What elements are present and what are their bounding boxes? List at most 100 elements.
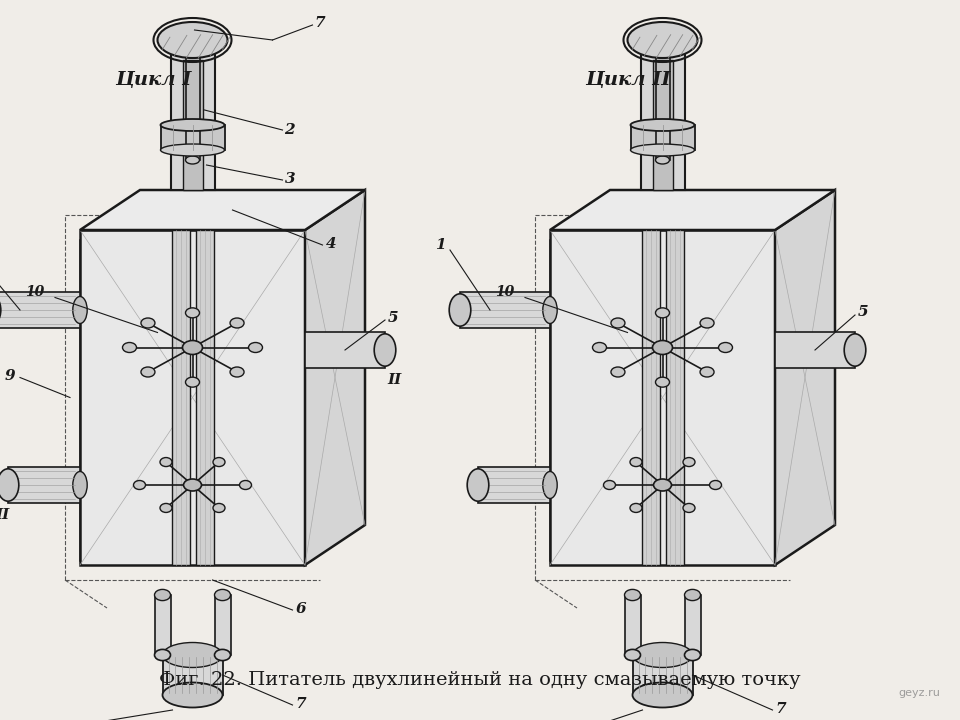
Ellipse shape	[183, 479, 202, 491]
Polygon shape	[8, 467, 80, 503]
Ellipse shape	[155, 590, 171, 600]
Polygon shape	[478, 467, 550, 503]
Ellipse shape	[684, 590, 701, 600]
Ellipse shape	[683, 503, 695, 513]
Ellipse shape	[625, 590, 640, 600]
Text: Цикл II: Цикл II	[585, 71, 670, 89]
Ellipse shape	[542, 297, 557, 323]
Polygon shape	[641, 230, 660, 565]
Polygon shape	[160, 125, 225, 150]
Ellipse shape	[625, 649, 640, 661]
Polygon shape	[684, 595, 701, 655]
Polygon shape	[80, 230, 305, 565]
Text: 9: 9	[5, 369, 15, 382]
Ellipse shape	[160, 119, 225, 131]
Text: 7: 7	[776, 702, 786, 716]
Ellipse shape	[214, 590, 230, 600]
Ellipse shape	[628, 22, 698, 58]
Ellipse shape	[449, 294, 470, 326]
Ellipse shape	[683, 457, 695, 467]
Ellipse shape	[160, 503, 172, 513]
Ellipse shape	[630, 503, 642, 513]
Polygon shape	[653, 60, 673, 190]
Text: 6: 6	[296, 602, 306, 616]
Ellipse shape	[700, 367, 714, 377]
Ellipse shape	[611, 318, 625, 328]
Text: 7: 7	[296, 697, 306, 711]
Ellipse shape	[157, 22, 228, 58]
Ellipse shape	[230, 367, 244, 377]
Text: 4: 4	[325, 237, 336, 251]
Text: Цикл I: Цикл I	[115, 71, 191, 89]
Ellipse shape	[653, 341, 673, 354]
Polygon shape	[640, 40, 684, 190]
Polygon shape	[775, 190, 835, 565]
Ellipse shape	[684, 649, 701, 661]
Polygon shape	[460, 292, 550, 328]
Ellipse shape	[160, 144, 225, 156]
Ellipse shape	[213, 503, 225, 513]
Polygon shape	[171, 40, 214, 190]
Polygon shape	[550, 190, 835, 230]
Polygon shape	[172, 230, 189, 565]
Ellipse shape	[73, 297, 87, 323]
Ellipse shape	[141, 367, 155, 377]
Ellipse shape	[155, 649, 171, 661]
Ellipse shape	[374, 334, 396, 366]
Polygon shape	[214, 595, 230, 655]
Polygon shape	[633, 655, 692, 695]
Ellipse shape	[656, 377, 669, 387]
Ellipse shape	[73, 472, 87, 498]
Ellipse shape	[239, 480, 252, 490]
Polygon shape	[196, 230, 213, 565]
Polygon shape	[631, 125, 694, 150]
Ellipse shape	[249, 343, 262, 353]
Text: 5: 5	[388, 311, 398, 325]
Polygon shape	[550, 240, 780, 560]
Text: 3: 3	[284, 172, 295, 186]
Ellipse shape	[185, 308, 200, 318]
Ellipse shape	[230, 318, 244, 328]
Text: Фиг. 22. Питатель двухлинейный на одну смазываемую точку: Фиг. 22. Питатель двухлинейный на одну с…	[159, 671, 801, 689]
Ellipse shape	[631, 119, 694, 131]
Ellipse shape	[709, 480, 722, 490]
Polygon shape	[0, 292, 80, 328]
Ellipse shape	[185, 156, 200, 164]
Ellipse shape	[542, 472, 557, 498]
Polygon shape	[80, 190, 365, 230]
Ellipse shape	[700, 318, 714, 328]
Text: 1: 1	[435, 238, 445, 252]
Ellipse shape	[604, 480, 615, 490]
Ellipse shape	[592, 343, 607, 353]
Text: 10: 10	[25, 286, 44, 300]
Ellipse shape	[0, 469, 19, 501]
Ellipse shape	[631, 144, 694, 156]
Polygon shape	[665, 230, 684, 565]
Polygon shape	[550, 230, 775, 565]
Ellipse shape	[656, 156, 669, 164]
Ellipse shape	[162, 642, 223, 667]
Text: geyz.ru: geyz.ru	[899, 688, 940, 698]
Polygon shape	[182, 60, 203, 190]
Ellipse shape	[185, 377, 200, 387]
Ellipse shape	[611, 367, 625, 377]
Polygon shape	[162, 655, 223, 695]
Ellipse shape	[133, 480, 146, 490]
Ellipse shape	[182, 341, 203, 354]
Ellipse shape	[141, 318, 155, 328]
Ellipse shape	[123, 343, 136, 353]
Text: 10: 10	[495, 286, 515, 300]
Ellipse shape	[630, 457, 642, 467]
Text: 2: 2	[284, 123, 295, 137]
Ellipse shape	[214, 649, 230, 661]
Ellipse shape	[718, 343, 732, 353]
Ellipse shape	[656, 308, 669, 318]
Polygon shape	[305, 332, 385, 368]
Ellipse shape	[468, 469, 489, 501]
Ellipse shape	[162, 683, 223, 708]
Text: 5: 5	[858, 305, 869, 319]
Text: II: II	[387, 373, 401, 387]
Ellipse shape	[633, 642, 692, 667]
Ellipse shape	[213, 457, 225, 467]
Ellipse shape	[633, 683, 692, 708]
